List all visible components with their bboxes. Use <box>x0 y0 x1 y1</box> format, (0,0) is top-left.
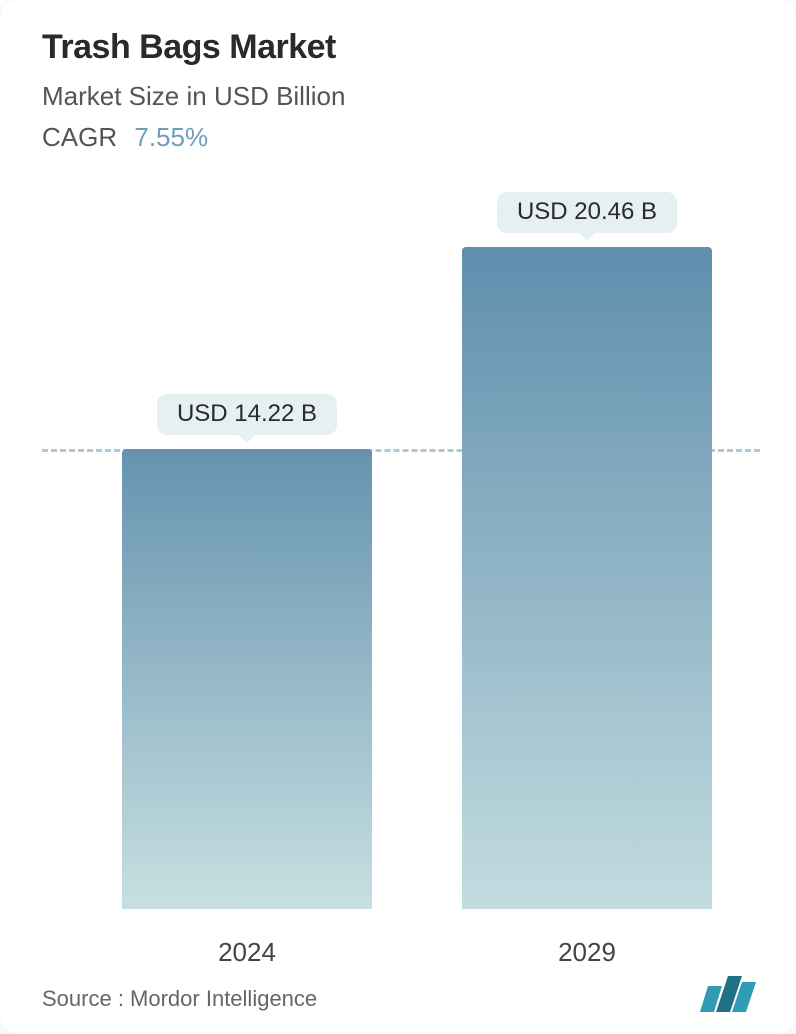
cagr-value: 7.55% <box>134 122 208 152</box>
chart-card: Trash Bags Market Market Size in USD Bil… <box>0 0 796 1034</box>
cagr-line: CAGR 7.55% <box>42 122 760 153</box>
x-axis-label-2024: 2024 <box>218 937 276 968</box>
bar-2029 <box>462 247 712 909</box>
chart-subtitle: Market Size in USD Billion <box>42 81 760 112</box>
chart-plot-area: USD 14.22 B2024USD 20.46 B2029 <box>42 189 760 909</box>
source-prefix: Source : <box>42 986 130 1011</box>
value-pill-2024: USD 14.22 B <box>157 394 337 435</box>
x-axis-label-2029: 2029 <box>558 937 616 968</box>
chart-footer: Source : Mordor Intelligence <box>42 976 760 1012</box>
pill-tail-icon <box>238 434 256 443</box>
brand-logo-icon <box>700 976 760 1012</box>
bar-2024 <box>122 449 372 909</box>
source-line: Source : Mordor Intelligence <box>42 986 317 1012</box>
cagr-label: CAGR <box>42 122 117 152</box>
value-pill-2029: USD 20.46 B <box>497 192 677 233</box>
source-name: Mordor Intelligence <box>130 986 317 1011</box>
chart-title: Trash Bags Market <box>42 28 760 67</box>
pill-tail-icon <box>578 232 596 241</box>
